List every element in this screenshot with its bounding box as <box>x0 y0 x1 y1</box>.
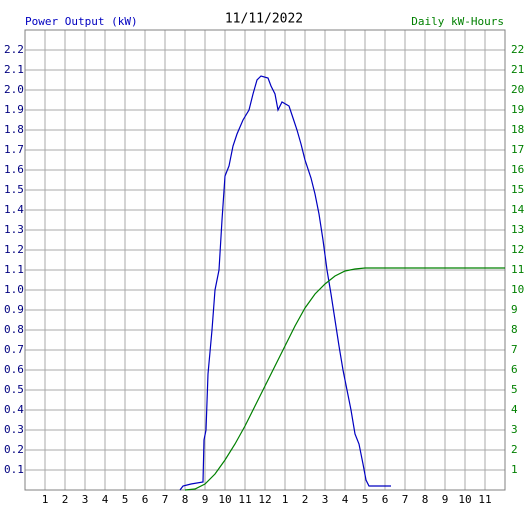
y-tick-label: 2.0 <box>4 83 24 96</box>
chart-title: 11/11/2022 <box>225 12 303 27</box>
y-tick-label: 1.3 <box>4 223 24 236</box>
y-tick-label: 0.6 <box>4 363 24 376</box>
y-axis-label: Power Output (kW) <box>25 15 138 28</box>
x-tick-label: 8 <box>182 493 189 506</box>
y-tick-label: 1.9 <box>4 103 24 116</box>
x-tick-label: 8 <box>422 493 429 506</box>
y2-tick-label: 15 <box>511 183 524 196</box>
x-tick-label: 2 <box>62 493 69 506</box>
y-tick-label: 1.6 <box>4 163 24 176</box>
x-tick-label: 4 <box>342 493 349 506</box>
y-tick-label: 0.2 <box>4 443 24 456</box>
y2-tick-label: 17 <box>511 143 524 156</box>
x-tick-label: 7 <box>162 493 169 506</box>
x-tick-label: 6 <box>382 493 389 506</box>
y2-tick-label: 14 <box>511 203 525 216</box>
y2-tick-label: 7 <box>511 343 518 356</box>
y2-tick-label: 22 <box>511 43 524 56</box>
y2-tick-label: 3 <box>511 423 518 436</box>
y-tick-label: 1.0 <box>4 283 24 296</box>
x-tick-label: 11 <box>478 493 491 506</box>
y2-tick-label: 16 <box>511 163 524 176</box>
y2-tick-label: 19 <box>511 103 524 116</box>
x-tick-label: 4 <box>102 493 109 506</box>
y2-tick-label: 20 <box>511 83 524 96</box>
y2-tick-label: 4 <box>511 403 518 416</box>
x-tick-label: 1 <box>282 493 289 506</box>
y-tick-label: 1.2 <box>4 243 24 256</box>
x-tick-label: 10 <box>218 493 231 506</box>
y-tick-label: 0.4 <box>4 403 24 416</box>
y2-tick-label: 6 <box>511 363 518 376</box>
x-tick-label: 3 <box>322 493 329 506</box>
y-tick-label: 1.5 <box>4 183 24 196</box>
x-tick-label: 11 <box>238 493 251 506</box>
x-tick-label: 7 <box>402 493 409 506</box>
y-tick-label: 0.7 <box>4 343 24 356</box>
x-tick-label: 3 <box>82 493 89 506</box>
y2-tick-label: 13 <box>511 223 524 236</box>
y2-tick-label: 9 <box>511 303 518 316</box>
y2-tick-label: 2 <box>511 443 518 456</box>
x-tick-label: 2 <box>302 493 309 506</box>
y-tick-label: 0.5 <box>4 383 24 396</box>
x-tick-label: 9 <box>202 493 209 506</box>
y-tick-label: 0.8 <box>4 323 24 336</box>
x-tick-label: 9 <box>442 493 449 506</box>
series-line <box>184 267 505 491</box>
y-tick-label: 0.9 <box>4 303 24 316</box>
x-tick-label: 5 <box>362 493 369 506</box>
y-tick-label: 2.2 <box>4 43 24 56</box>
y2-tick-label: 12 <box>511 243 524 256</box>
y-tick-label: 0.1 <box>4 463 24 476</box>
series-line <box>179 75 391 491</box>
y-tick-label: 1.1 <box>4 263 24 276</box>
x-tick-label: 10 <box>458 493 471 506</box>
plot-frame <box>24 29 506 491</box>
y2-tick-label: 5 <box>511 383 518 396</box>
y2-tick-label: 11 <box>511 263 524 276</box>
y2-tick-label: 21 <box>511 63 524 76</box>
x-tick-label: 6 <box>142 493 149 506</box>
y2-tick-label: 10 <box>511 283 524 296</box>
x-tick-label: 5 <box>122 493 129 506</box>
x-tick-label: 12 <box>258 493 271 506</box>
y-tick-label: 1.4 <box>4 203 24 216</box>
y-tick-label: 1.8 <box>4 123 24 136</box>
y-tick-label: 2.1 <box>4 63 24 76</box>
y2-tick-label: 1 <box>511 463 518 476</box>
y2-tick-label: 8 <box>511 323 518 336</box>
y2-tick-label: 18 <box>511 123 524 136</box>
x-tick-label: 1 <box>42 493 49 506</box>
y-tick-label: 1.7 <box>4 143 24 156</box>
y2-axis-label: Daily kW-Hours <box>411 15 504 28</box>
y-tick-label: 0.3 <box>4 423 24 436</box>
